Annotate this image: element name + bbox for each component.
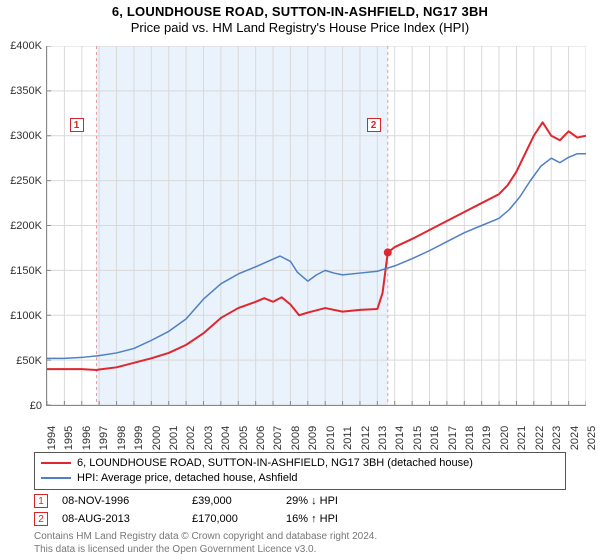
y-axis-label: £300K: [10, 130, 42, 142]
x-axis-label: 2010: [325, 426, 337, 450]
x-axis-label: 2018: [464, 426, 476, 450]
title-sub: Price paid vs. HM Land Registry's House …: [0, 20, 600, 35]
event-table: 1 08-NOV-1996 £39,000 29% ↓ HPI 2 08-AUG…: [34, 492, 566, 528]
x-axis-label: 2000: [151, 426, 163, 450]
x-axis-label: 2005: [238, 426, 250, 450]
chart-area: £0£50K£100K£150K£200K£250K£300K£350K£400…: [46, 46, 586, 406]
x-axis-label: 2020: [499, 426, 511, 450]
legend-row: 6, LOUNDHOUSE ROAD, SUTTON-IN-ASHFIELD, …: [41, 456, 559, 471]
x-axis-label: 2017: [447, 426, 459, 450]
x-axis-label: 2024: [569, 426, 581, 450]
event-num-box: 2: [34, 512, 48, 526]
x-axis-label: 2025: [586, 426, 598, 450]
x-axis-label: 2008: [290, 426, 302, 450]
x-axis-label: 2011: [342, 426, 354, 450]
y-axis-label: £250K: [10, 175, 42, 187]
x-axis-label: 2015: [412, 426, 424, 450]
legend-label: 6, LOUNDHOUSE ROAD, SUTTON-IN-ASHFIELD, …: [77, 456, 473, 471]
y-axis-label: £150K: [10, 265, 42, 277]
x-axis-label: 1997: [98, 426, 110, 450]
legend-row: HPI: Average price, detached house, Ashf…: [41, 471, 559, 486]
footnote-line: This data is licensed under the Open Gov…: [34, 544, 566, 557]
event-row: 1 08-NOV-1996 £39,000 29% ↓ HPI: [34, 492, 566, 510]
title-main: 6, LOUNDHOUSE ROAD, SUTTON-IN-ASHFIELD, …: [0, 4, 600, 19]
x-axis-label: 2019: [481, 426, 493, 450]
footnote-line: Contains HM Land Registry data © Crown c…: [34, 531, 566, 544]
x-axis-label: 2014: [394, 426, 406, 450]
x-axis-label: 2016: [429, 426, 441, 450]
x-axis-label: 2009: [307, 426, 319, 450]
y-axis-label: £400K: [10, 40, 42, 52]
y-axis-label: £50K: [16, 355, 42, 367]
y-axis-label: £100K: [10, 310, 42, 322]
event-num-box: 1: [34, 494, 48, 508]
x-axis-label: 2007: [272, 426, 284, 450]
legend-label: HPI: Average price, detached house, Ashf…: [77, 471, 298, 486]
y-axis-labels: £0£50K£100K£150K£200K£250K£300K£350K£400…: [0, 46, 44, 406]
x-axis-label: 2006: [255, 426, 267, 450]
x-axis-label: 1995: [63, 426, 75, 450]
y-axis-label: £200K: [10, 220, 42, 232]
event-hpi-delta: 29% ↓ HPI: [286, 495, 396, 507]
event-price: £170,000: [192, 513, 272, 525]
event-date: 08-AUG-2013: [62, 513, 178, 525]
event-date: 08-NOV-1996: [62, 495, 178, 507]
legend: 6, LOUNDHOUSE ROAD, SUTTON-IN-ASHFIELD, …: [34, 452, 566, 490]
x-axis-label: 2021: [516, 426, 528, 450]
x-axis-label: 2004: [220, 426, 232, 450]
x-axis-label: 2013: [377, 426, 389, 450]
x-axis-label: 1996: [81, 426, 93, 450]
x-axis-label: 2012: [360, 426, 372, 450]
footnote: Contains HM Land Registry data © Crown c…: [34, 531, 566, 556]
chart-container: 6, LOUNDHOUSE ROAD, SUTTON-IN-ASHFIELD, …: [0, 0, 600, 560]
y-axis-label: £0: [30, 400, 42, 412]
x-axis-label: 1994: [46, 426, 58, 450]
x-axis-label: 1998: [116, 426, 128, 450]
x-axis-label: 2023: [551, 426, 563, 450]
event-price: £39,000: [192, 495, 272, 507]
legend-swatch: [41, 462, 71, 464]
x-axis-label: 2022: [534, 426, 546, 450]
x-axis-label: 1999: [133, 426, 145, 450]
event-hpi-delta: 16% ↑ HPI: [286, 513, 396, 525]
x-axis-label: 2003: [203, 426, 215, 450]
plot-frame: [46, 46, 586, 406]
plot-svg: [47, 46, 586, 405]
legend-swatch: [41, 477, 71, 479]
titles: 6, LOUNDHOUSE ROAD, SUTTON-IN-ASHFIELD, …: [0, 0, 600, 35]
x-axis-labels: 1994199519961997199819992000200120022003…: [46, 406, 586, 446]
y-axis-label: £350K: [10, 85, 42, 97]
x-axis-label: 2001: [168, 426, 180, 450]
event-marker-box: 2: [367, 118, 381, 132]
event-marker-box: 1: [70, 118, 84, 132]
x-axis-label: 2002: [185, 426, 197, 450]
event-row: 2 08-AUG-2013 £170,000 16% ↑ HPI: [34, 510, 566, 528]
